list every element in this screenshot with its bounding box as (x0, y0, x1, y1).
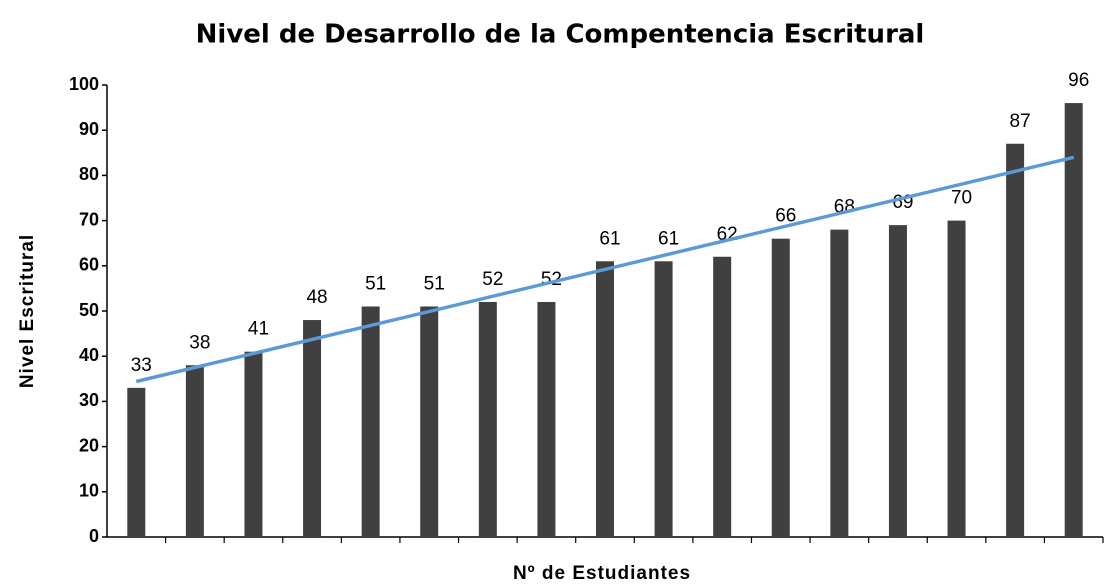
bar (1064, 103, 1083, 537)
y-tick-label: 60 (79, 255, 99, 275)
y-tick-label: 90 (79, 119, 99, 139)
bar (185, 365, 204, 537)
x-axis-label: Nº de Estudiantes (513, 563, 691, 584)
data-label: 51 (424, 273, 445, 294)
y-axis-label: Nivel Escritural (17, 234, 38, 388)
trendline (135, 155, 1075, 384)
y-tick-label: 100 (69, 74, 99, 94)
bar (244, 351, 263, 537)
data-label: 51 (365, 273, 386, 294)
chart-title: Nivel de Desarrollo de la Compentencia E… (196, 20, 925, 50)
bar (596, 261, 614, 537)
data-label: 48 (306, 287, 327, 308)
y-tick-label: 50 (79, 300, 99, 320)
bar (830, 229, 849, 537)
data-label: 87 (1010, 111, 1031, 132)
data-label: 61 (658, 228, 679, 249)
bar (888, 225, 907, 537)
bar (127, 387, 146, 537)
bar (478, 301, 497, 537)
data-label: 96 (1068, 70, 1089, 91)
y-tick-label: 40 (79, 345, 99, 365)
y-tick-label: 30 (79, 390, 99, 410)
y-tick-label: 80 (79, 164, 99, 184)
y-tick-label: 20 (79, 435, 99, 455)
bar (1006, 143, 1025, 537)
bar (537, 301, 556, 537)
bar (713, 256, 732, 537)
y-tick-label: 0 (89, 526, 99, 546)
data-label: 70 (951, 188, 972, 209)
data-label: 33 (131, 355, 152, 376)
data-label: 61 (599, 228, 620, 249)
y-tick-label: 10 (79, 481, 99, 501)
bar (947, 220, 966, 537)
data-label: 41 (248, 319, 269, 340)
data-label: 52 (482, 269, 503, 290)
bar (654, 261, 673, 537)
data-label: 66 (775, 206, 796, 227)
bar (771, 238, 790, 537)
y-tick-label: 70 (79, 209, 99, 229)
bar (361, 306, 380, 537)
data-label: 38 (189, 332, 210, 353)
bar (420, 306, 439, 537)
bar (303, 320, 322, 537)
